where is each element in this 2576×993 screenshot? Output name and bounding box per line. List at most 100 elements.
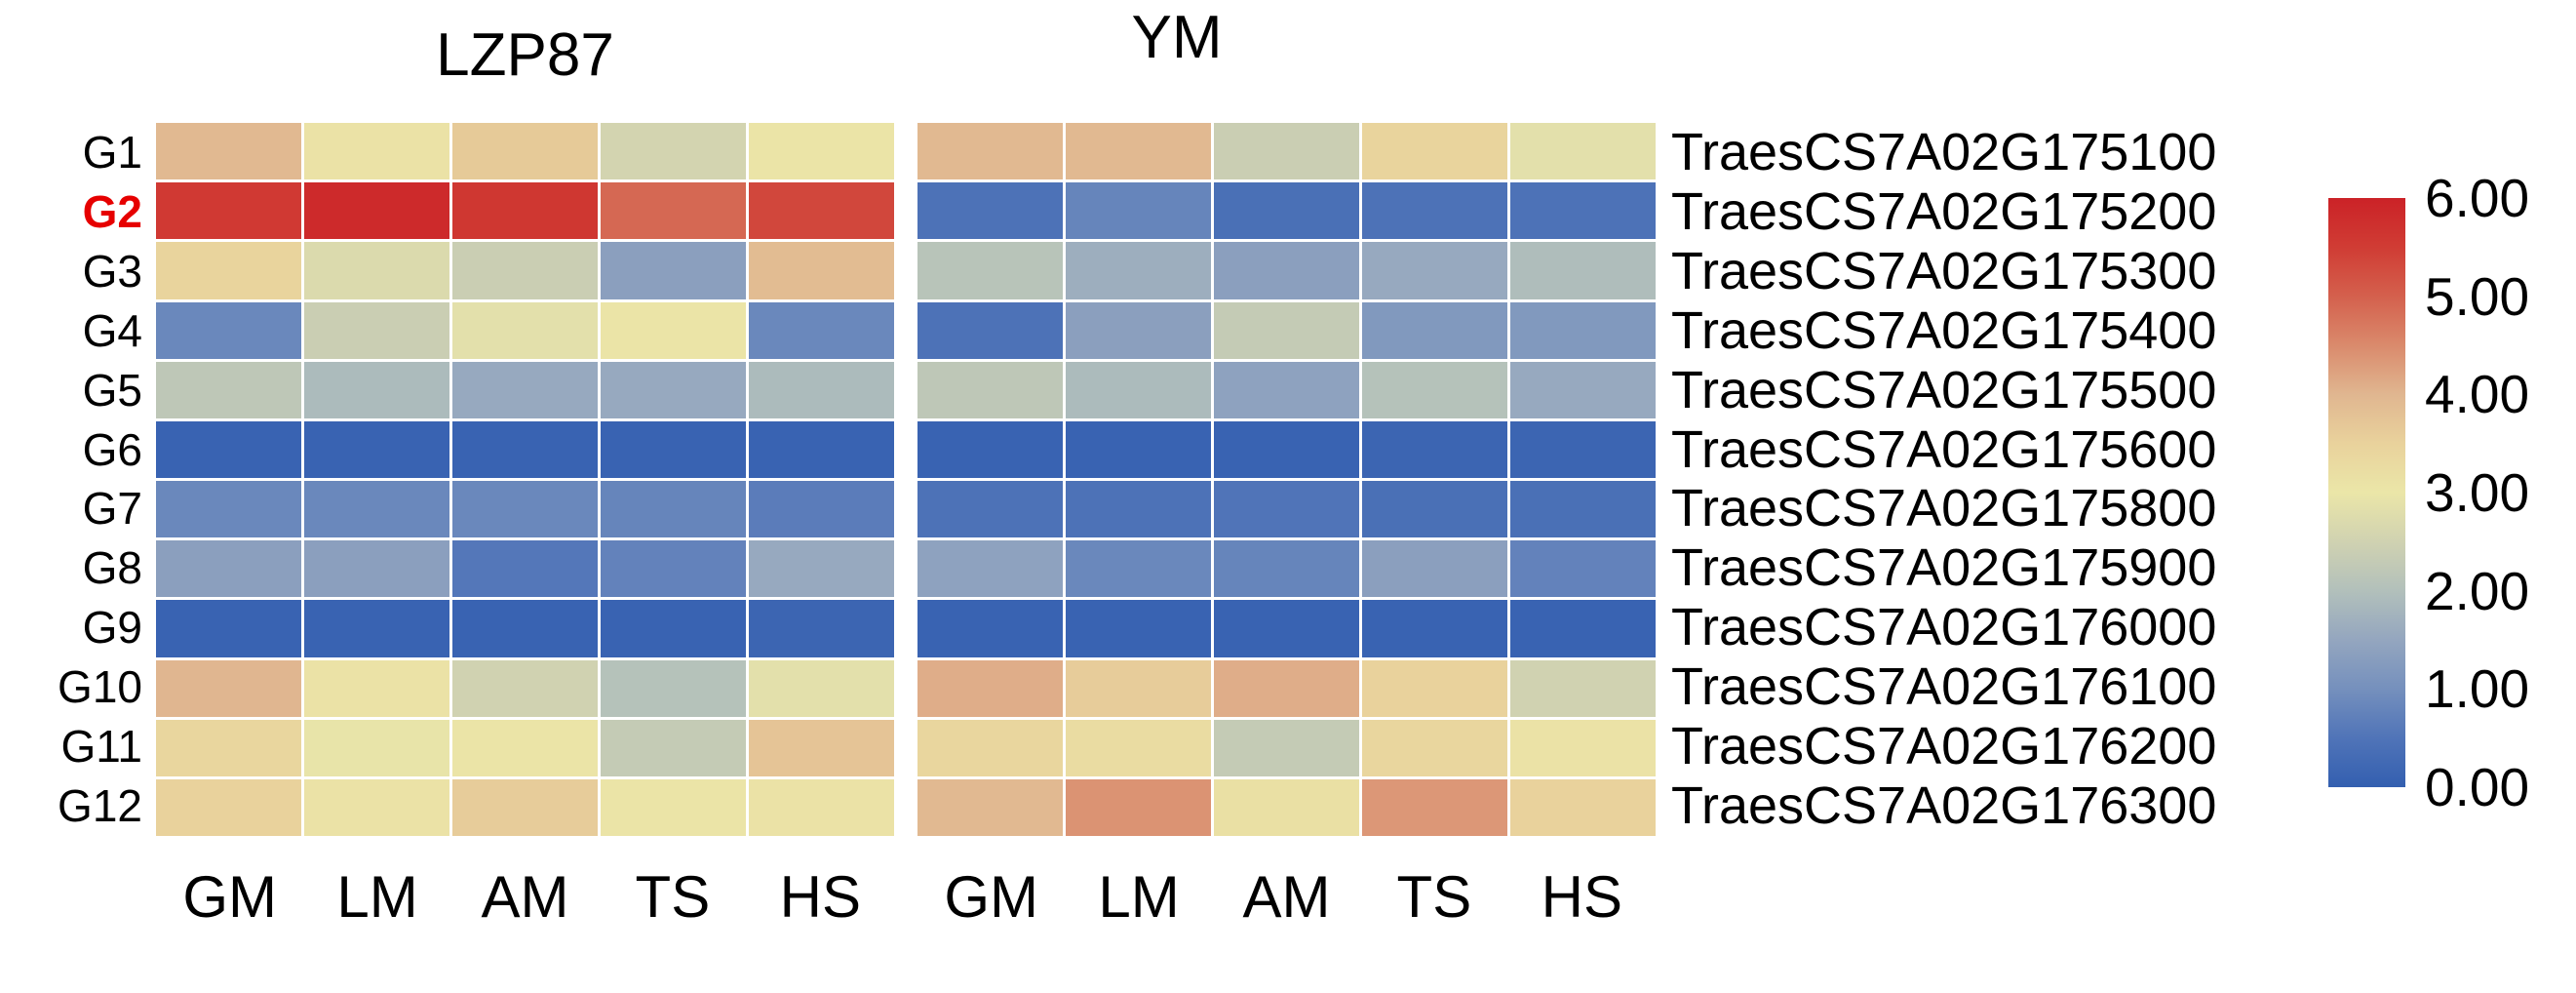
heatmap-cell-lzp87-g2-am [452,182,598,240]
heatmap-cell-ym-g7-hs [1510,481,1656,538]
column-label-hs: HS [779,864,861,930]
heatmap-cell-ym-g8-gm [917,540,1063,598]
heatmap-cell-lzp87-g11-gm [156,719,301,776]
panel-title-lzp87: LZP87 [436,21,614,89]
heatmap-cell-ym-g12-hs [1510,778,1656,836]
column-label-hs: HS [1541,864,1622,930]
heatmap-cell-lzp87-g9-gm [156,600,301,657]
heatmap-cell-lzp87-g12-gm [156,778,301,836]
heatmap-cell-ym-g1-lm [1066,123,1211,180]
heatmap-cell-lzp87-g8-lm [304,540,449,598]
heatmap-cell-lzp87-g7-hs [749,481,894,538]
heatmap-cell-lzp87-g5-am [452,361,598,418]
gene-label: TraesCS7A02G175300 [1671,241,2217,300]
heatmap-cell-lzp87-g4-am [452,301,598,359]
heatmap-cell-ym-g6-ts [1362,420,1507,478]
heatmap-cell-ym-g5-am [1214,361,1359,418]
heatmap-cell-ym-g3-am [1214,242,1359,299]
heatmap-cell-lzp87-g7-am [452,481,598,538]
row-label-g4: G4 [82,304,142,356]
row-label-g3: G3 [82,245,142,297]
heatmap-cell-ym-g12-am [1214,778,1359,836]
row-labels: G1 G2 G3 G4 G5 G6 G7 G8 G9 G10 G11 G12 [0,123,142,836]
heatmap-cell-lzp87-g3-gm [156,242,301,299]
heatmap-cell-ym-g8-lm [1066,540,1211,598]
heatmap-cell-ym-g11-am [1214,719,1359,776]
column-label-gm: GM [182,864,278,930]
heatmap-cell-ym-g7-ts [1362,481,1507,538]
heatmap-cell-ym-g3-hs [1510,242,1656,299]
heatmap-cell-lzp87-g8-hs [749,540,894,598]
heatmap-cell-ym-g6-am [1214,420,1359,478]
gene-label: TraesCS7A02G175800 [1671,479,2217,538]
gene-label: TraesCS7A02G175200 [1671,181,2217,241]
heatmap-cell-ym-g7-am [1214,481,1359,538]
colorbar-tick-0.00: 0.00 [2425,757,2530,817]
heatmap-cell-lzp87-g6-gm [156,420,301,478]
heatmap-cell-lzp87-g1-lm [304,123,449,180]
row-label-g9: G9 [82,602,142,654]
column-labels-ym: GM LM AM TS HS [917,862,1656,933]
gene-label: TraesCS7A02G176100 [1671,657,2217,717]
gene-label: TraesCS7A02G175400 [1671,300,2217,360]
heatmap-cell-lzp87-g5-ts [601,361,746,418]
heatmap-cell-ym-g8-hs [1510,540,1656,598]
heatmap-cell-ym-g11-gm [917,719,1063,776]
row-label-g8: G8 [82,542,142,594]
heatmap-cell-lzp87-g9-am [452,600,598,657]
heatmap-cell-lzp87-g6-lm [304,420,449,478]
heatmap-cell-lzp87-g10-ts [601,659,746,717]
colorbar-gradient [2328,198,2405,787]
heatmap-cell-lzp87-g5-lm [304,361,449,418]
row-label-g7: G7 [82,483,142,535]
heatmap-cell-lzp87-g5-hs [749,361,894,418]
heatmap-cell-lzp87-g12-ts [601,778,746,836]
heatmap-cell-ym-g4-am [1214,301,1359,359]
heatmap-cell-lzp87-g5-gm [156,361,301,418]
heatmap-cell-lzp87-g1-ts [601,123,746,180]
heatmap-cell-ym-g10-hs [1510,659,1656,717]
heatmap-cell-ym-g12-gm [917,778,1063,836]
heatmap-cell-ym-g2-lm [1066,182,1211,240]
heatmap-cell-ym-g9-lm [1066,600,1211,657]
heatmap-panel-lzp87 [156,123,894,836]
heatmap-cell-ym-g4-ts [1362,301,1507,359]
heatmap-cell-ym-g8-am [1214,540,1359,598]
gene-label: TraesCS7A02G176200 [1671,717,2217,776]
heatmap-cell-lzp87-g9-ts [601,600,746,657]
heatmap-cell-ym-g9-ts [1362,600,1507,657]
heatmap-cell-lzp87-g4-lm [304,301,449,359]
heatmap-cell-lzp87-g12-hs [749,778,894,836]
heatmap-cell-lzp87-g3-ts [601,242,746,299]
heatmap-cell-lzp87-g7-lm [304,481,449,538]
heatmap-cell-ym-g6-lm [1066,420,1211,478]
heatmap-cell-ym-g5-gm [917,361,1063,418]
heatmap-cell-ym-g8-ts [1362,540,1507,598]
row-label-g11: G11 [60,721,142,773]
column-label-lm: LM [336,864,418,930]
heatmap-cell-ym-g5-hs [1510,361,1656,418]
heatmap-cell-ym-g12-lm [1066,778,1211,836]
heatmap-cell-lzp87-g9-lm [304,600,449,657]
colorbar-tick-2.00: 2.00 [2425,560,2530,621]
column-labels-lzp87: GM LM AM TS HS [156,862,894,933]
heatmap-cell-ym-g3-lm [1066,242,1211,299]
colorbar-tick-5.00: 5.00 [2425,265,2530,327]
heatmap-cell-lzp87-g6-ts [601,420,746,478]
heatmap-cell-ym-g2-hs [1510,182,1656,240]
heatmap-cell-lzp87-g12-lm [304,778,449,836]
heatmap-cell-lzp87-g10-hs [749,659,894,717]
gene-label: TraesCS7A02G176000 [1671,598,2217,657]
row-label-g5: G5 [82,364,142,416]
heatmap-cell-lzp87-g11-hs [749,719,894,776]
heatmap-cell-ym-g10-gm [917,659,1063,717]
heatmap-cell-ym-g9-hs [1510,600,1656,657]
row-label-g1: G1 [82,127,142,178]
heatmap-cell-lzp87-g6-hs [749,420,894,478]
heatmap-cell-lzp87-g10-am [452,659,598,717]
heatmap-cell-ym-g10-ts [1362,659,1507,717]
heatmap-cell-lzp87-g2-ts [601,182,746,240]
heatmap-cell-lzp87-g4-hs [749,301,894,359]
column-label-ts: TS [635,864,711,930]
column-label-gm: GM [944,864,1039,930]
